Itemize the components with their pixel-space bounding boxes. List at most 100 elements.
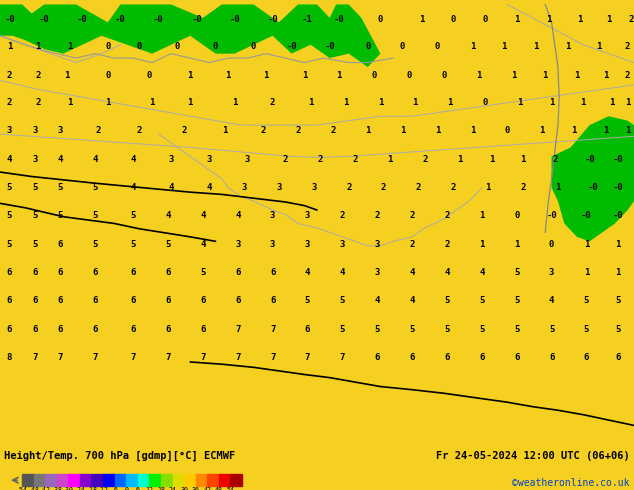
Text: -48: -48 — [27, 487, 39, 490]
Text: 3: 3 — [270, 211, 275, 220]
Text: 5: 5 — [32, 211, 37, 220]
Text: 4: 4 — [235, 211, 240, 220]
Text: 4: 4 — [410, 268, 415, 277]
Text: 6: 6 — [7, 325, 12, 334]
Text: -38: -38 — [51, 487, 63, 490]
Text: 7: 7 — [200, 353, 205, 362]
Text: 5: 5 — [375, 325, 380, 334]
Text: 6: 6 — [32, 268, 37, 277]
Bar — [207, 474, 219, 486]
Text: 2: 2 — [422, 155, 427, 164]
Polygon shape — [552, 116, 634, 241]
Text: -54: -54 — [16, 487, 28, 490]
Text: 1: 1 — [616, 268, 621, 277]
Text: 0: 0 — [482, 15, 488, 24]
Text: 5: 5 — [93, 240, 98, 249]
Text: 6: 6 — [375, 353, 380, 362]
Text: 6: 6 — [131, 296, 136, 305]
Text: 6: 6 — [616, 353, 621, 362]
Text: 7: 7 — [131, 353, 136, 362]
Text: -0: -0 — [581, 211, 592, 220]
Text: 2: 2 — [330, 126, 335, 135]
Text: 2: 2 — [181, 126, 186, 135]
Text: 2: 2 — [451, 183, 456, 192]
Bar — [68, 474, 80, 486]
Text: 48: 48 — [215, 487, 223, 490]
Text: 1: 1 — [489, 155, 494, 164]
Text: 7: 7 — [165, 353, 171, 362]
Bar — [80, 474, 91, 486]
Text: 5: 5 — [444, 296, 450, 305]
Text: 1: 1 — [555, 183, 560, 192]
Text: -0: -0 — [613, 155, 623, 164]
Text: 4: 4 — [200, 211, 205, 220]
Text: 1: 1 — [479, 240, 484, 249]
Text: -18: -18 — [86, 487, 98, 490]
Text: 1: 1 — [419, 15, 424, 24]
Text: -30: -30 — [62, 487, 74, 490]
Text: 5: 5 — [444, 325, 450, 334]
Text: 24: 24 — [169, 487, 176, 490]
Text: 2: 2 — [628, 15, 633, 24]
Text: 5: 5 — [616, 325, 621, 334]
Bar — [184, 474, 196, 486]
Text: 7: 7 — [270, 325, 275, 334]
Text: 1: 1 — [609, 98, 614, 107]
Text: 6: 6 — [32, 296, 37, 305]
Text: 1: 1 — [581, 98, 586, 107]
Text: 1: 1 — [150, 98, 155, 107]
Text: 6: 6 — [136, 487, 139, 490]
Text: -0: -0 — [39, 15, 49, 24]
Text: 5: 5 — [479, 296, 484, 305]
Text: 4: 4 — [131, 155, 136, 164]
Text: 6: 6 — [270, 268, 275, 277]
Text: 6: 6 — [131, 268, 136, 277]
Text: 54: 54 — [226, 487, 235, 490]
Text: 30: 30 — [180, 487, 188, 490]
Text: 6: 6 — [479, 353, 484, 362]
Text: 1: 1 — [67, 43, 72, 51]
Text: -0: -0 — [334, 15, 344, 24]
Bar — [161, 474, 172, 486]
Text: -0: -0 — [230, 15, 240, 24]
Text: 3: 3 — [32, 126, 37, 135]
Text: 5: 5 — [7, 240, 12, 249]
Text: 0: 0 — [505, 126, 510, 135]
Bar — [45, 474, 56, 486]
Text: 4: 4 — [58, 155, 63, 164]
Text: 8: 8 — [7, 353, 12, 362]
Text: 36: 36 — [191, 487, 200, 490]
Text: 6: 6 — [200, 296, 205, 305]
Bar — [138, 474, 150, 486]
Text: 2: 2 — [410, 240, 415, 249]
Text: 3: 3 — [32, 155, 37, 164]
Text: 4: 4 — [549, 296, 554, 305]
Text: 0: 0 — [549, 240, 554, 249]
Text: 1: 1 — [616, 240, 621, 249]
Text: 6: 6 — [58, 240, 63, 249]
Text: 1: 1 — [574, 71, 579, 79]
Text: 1: 1 — [565, 43, 570, 51]
Text: -0: -0 — [585, 155, 595, 164]
Text: 0: 0 — [124, 487, 128, 490]
Text: 5: 5 — [410, 325, 415, 334]
Text: 0: 0 — [441, 71, 446, 79]
Text: 2: 2 — [270, 98, 275, 107]
Text: 5: 5 — [340, 296, 345, 305]
Text: 4: 4 — [200, 240, 205, 249]
Text: 2: 2 — [552, 155, 557, 164]
Text: 1: 1 — [501, 43, 507, 51]
Bar — [126, 474, 138, 486]
Text: 42: 42 — [204, 487, 211, 490]
Text: 3: 3 — [58, 126, 63, 135]
Text: 1: 1 — [543, 71, 548, 79]
Text: 2: 2 — [416, 183, 421, 192]
Text: 3: 3 — [7, 126, 12, 135]
Text: 18: 18 — [157, 487, 165, 490]
Text: 1: 1 — [511, 71, 516, 79]
Text: 5: 5 — [340, 325, 345, 334]
Bar — [115, 474, 126, 486]
Text: 7: 7 — [340, 353, 345, 362]
Text: 5: 5 — [58, 211, 63, 220]
Text: 6: 6 — [444, 353, 450, 362]
